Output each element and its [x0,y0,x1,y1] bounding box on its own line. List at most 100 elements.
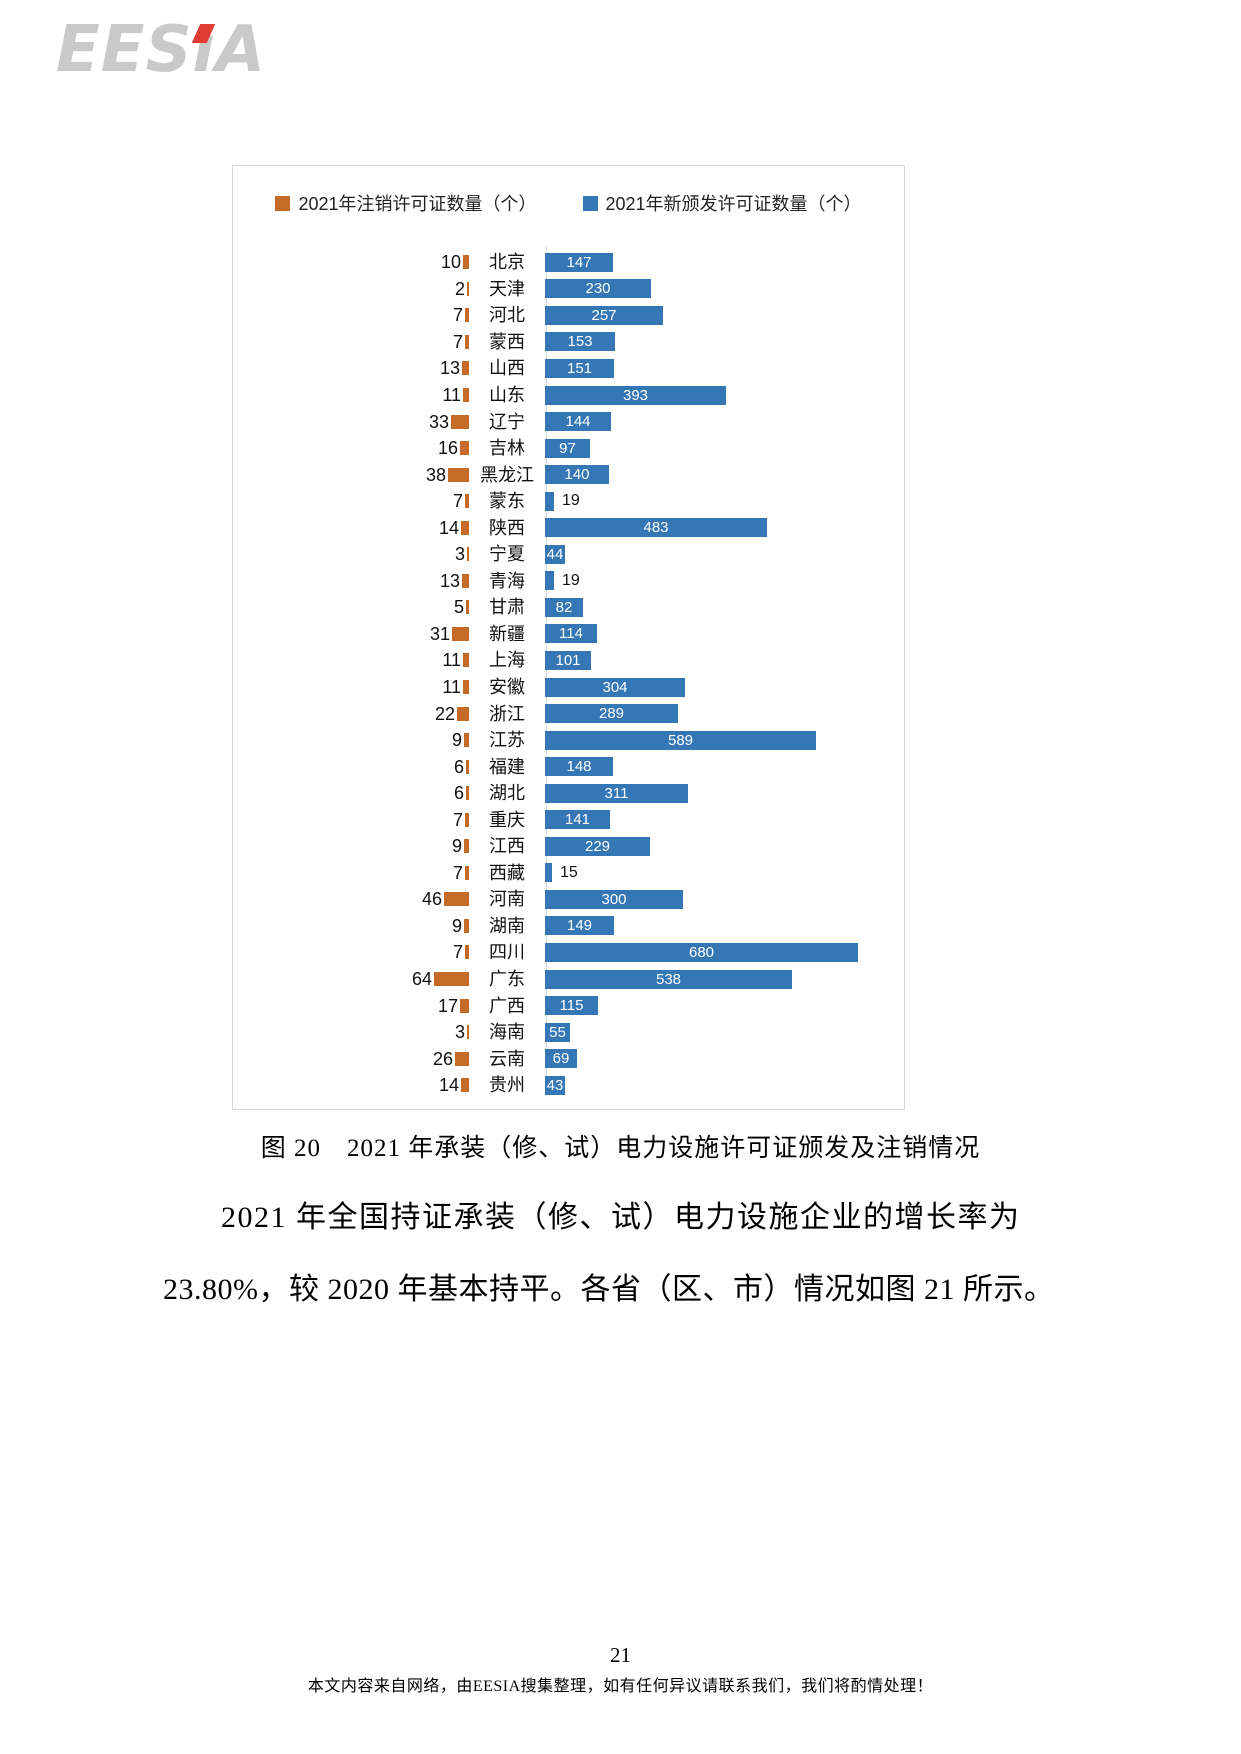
province-label: 山西 [489,358,525,379]
eesia-logo-text: EESıA [56,13,266,87]
chart-row: 46 河南 300 [233,886,904,913]
cancelled-bar [465,334,469,349]
province-label: 北京 [489,252,525,273]
cancelled-bar-zone: 2 [233,280,469,298]
chart-row: 11 山东 393 [233,382,904,409]
province-label: 宁夏 [489,544,525,565]
cancelled-value-label: 10 [440,252,461,273]
issued-bar: 538 [545,969,792,989]
cancelled-bar-zone: 5 [233,598,469,616]
chart-legend: 2021年注销许可证数量（个） 2021年新颁发许可证数量（个） [233,190,904,216]
paragraph-line-2: 23.80%，较 2020 年基本持平。各省（区、市）情况如图 21 所示。 [163,1273,1055,1306]
issued-bar-zone: 43 [545,1075,904,1095]
province-label: 黑龙江 [480,464,534,485]
issued-bar: 311 [545,783,688,803]
chart-row: 31 新疆 114 [233,621,904,648]
cancelled-bar-zone: 7 [233,943,469,961]
province-label: 新疆 [489,623,525,644]
issued-bar-zone: 114 [545,624,904,644]
issued-bar-zone: 680 [545,942,904,962]
cancelled-value-label: 7 [452,491,463,512]
cancelled-value-label: 2 [454,278,465,299]
chart-row: 26 云南 69 [233,1045,904,1072]
cancelled-value-label: 46 [421,889,442,910]
issued-bar: 393 [545,385,726,405]
province-label: 辽宁 [489,411,525,432]
province-label: 上海 [489,650,525,671]
cancelled-bar [451,414,469,429]
chart-row: 14 贵州 43 [233,1072,904,1099]
issued-bar: 44 [545,544,565,564]
issued-bar [545,491,554,511]
issued-bar-zone: 44 [545,544,904,564]
cancelled-bar [463,255,469,270]
issued-bar: 680 [545,942,858,962]
issued-bar-zone: 19 [545,491,904,511]
issued-bar-zone: 257 [545,305,904,325]
cancelled-bar [467,281,469,296]
chart-row: 9 江苏 589 [233,727,904,754]
cancelled-bar-zone: 9 [233,731,469,749]
issued-bar-zone: 229 [545,836,904,856]
cancelled-value-label: 9 [451,730,462,751]
issued-bar: 149 [545,916,614,936]
cancelled-bar-zone: 6 [233,784,469,802]
cancelled-bar [463,653,469,668]
issued-value-label-outside: 19 [562,571,580,589]
issued-bar-zone: 589 [545,730,904,750]
cancelled-bar [466,600,469,615]
cancelled-bar [464,733,469,748]
cancelled-bar-zone: 6 [233,758,469,776]
issued-series-label: 2021年新颁发许可证数量（个） [605,194,862,214]
province-label: 云南 [489,1048,525,1069]
issued-bar-zone: 538 [545,969,904,989]
cancelled-value-label: 11 [442,677,461,698]
issued-bar: 43 [545,1075,565,1095]
province-label: 江苏 [489,730,525,751]
chart-row: 2 天津 230 [233,276,904,303]
issued-bar: 115 [545,996,598,1016]
cancelled-bar-zone: 9 [233,917,469,935]
issued-bar-zone: 149 [545,916,904,936]
cancelled-bar-zone: 31 [233,625,469,643]
issued-bar: 151 [545,358,614,378]
province-label: 甘肃 [489,597,525,618]
cancelled-bar-zone: 22 [233,705,469,723]
cancelled-value-label: 11 [442,650,461,671]
issued-bar: 101 [545,650,591,670]
issued-bar-zone: 147 [545,252,904,272]
cancelled-value-label: 22 [434,703,455,724]
cancelled-value-label: 38 [425,464,446,485]
cancelled-bar [434,972,469,987]
issued-bar: 144 [545,412,611,432]
issued-value-label-outside: 15 [560,863,578,881]
chart-row: 11 安徽 304 [233,674,904,701]
issued-bar-zone: 15 [545,863,904,883]
cancelled-bar [464,918,469,933]
cancelled-bar-zone: 7 [233,333,469,351]
province-label: 河北 [489,305,525,326]
cancelled-bar-zone: 14 [233,1076,469,1094]
issued-bar-zone: 19 [545,571,904,591]
chart-row: 3 宁夏 44 [233,541,904,568]
cancelled-value-label: 3 [454,1022,465,1043]
cancelled-bar [455,1051,469,1066]
province-label: 广西 [489,995,525,1016]
cancelled-bar-zone: 10 [233,253,469,271]
cancelled-bar-zone: 9 [233,837,469,855]
cancelled-bar-zone: 13 [233,572,469,590]
issued-bar-zone: 82 [545,597,904,617]
issued-bar: 147 [545,252,613,272]
issued-bar: 589 [545,730,816,750]
cancelled-bar [464,839,469,854]
footer-disclaimer: 本文内容来自网络，由EESIA搜集整理，如有任何异议请联系我们，我们将酌情处理！ [307,1678,934,1695]
cancelled-bar-zone: 16 [233,439,469,457]
cancelled-value-label: 16 [437,438,458,459]
cancelled-bar-zone: 33 [233,413,469,431]
cancelled-bar [461,1078,469,1093]
issued-series-swatch [582,195,598,211]
province-label: 浙江 [489,703,525,724]
province-label: 西藏 [489,862,525,883]
issued-bar: 289 [545,704,678,724]
issued-bar: 300 [545,889,683,909]
